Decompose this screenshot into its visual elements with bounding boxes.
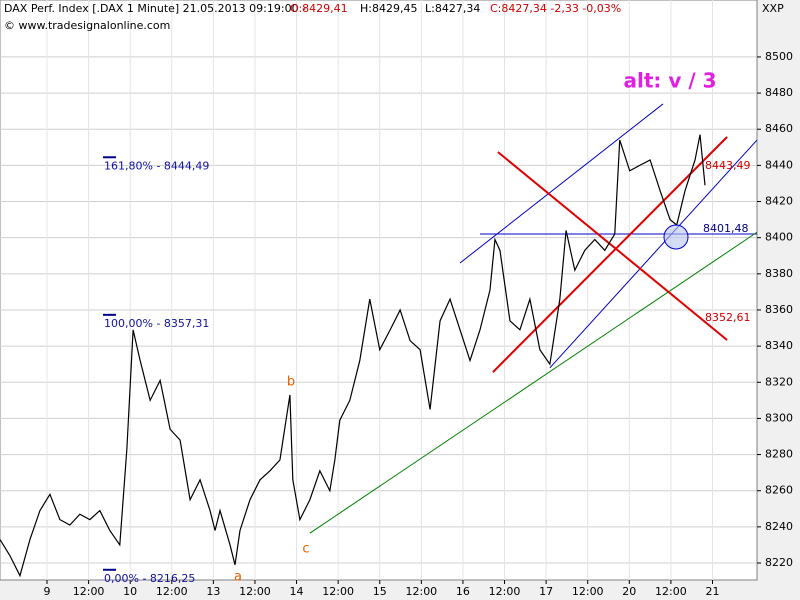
fib-label: 100,00% - 8357,31: [104, 317, 209, 330]
price-line: [0, 134, 706, 578]
wave-label: c: [302, 542, 309, 557]
x-tick-label: 16: [456, 585, 470, 598]
wave-label: a: [234, 570, 242, 585]
chart-title: DAX Perf. Index [.DAX 1 Minute] 21.05.20…: [4, 2, 306, 15]
annotation: alt: v / 3: [623, 69, 716, 93]
y-tick-label: 8260: [765, 484, 793, 497]
x-tick-label: 13: [206, 585, 220, 598]
x-tick-label: 12:00: [239, 585, 271, 598]
y-tick-label: 8360: [765, 303, 793, 316]
x-tick-label: 12:00: [655, 585, 687, 598]
x-tick-label: 21: [705, 585, 719, 598]
x-tick-label: 14: [290, 585, 304, 598]
highlight-circle: [663, 224, 689, 250]
x-tick-label: 17: [539, 585, 553, 598]
y-tick-label: 8460: [765, 122, 793, 135]
x-tick-label: 12:00: [489, 585, 521, 598]
x-tick-label: 10: [123, 585, 137, 598]
y-tick-label: 8480: [765, 86, 793, 99]
y-tick-label: 8280: [765, 448, 793, 461]
trendline: [459, 103, 664, 264]
fib-label: 161,80% - 8444,49: [104, 159, 209, 172]
y-tick-label: 8440: [765, 158, 793, 171]
x-tick-label: 12:00: [73, 585, 105, 598]
x-tick-label: 9: [44, 585, 51, 598]
plot-area: [0, 0, 758, 581]
quote-open: O:8429,41: [290, 2, 348, 15]
trendline: [492, 136, 728, 373]
x-tick-label: 12:00: [405, 585, 437, 598]
x-tick-label: 12:00: [322, 585, 354, 598]
level-label: 8443,49: [705, 159, 751, 172]
trendline: [497, 151, 728, 341]
quote-close: C:8427,34 -2,33 -0,03%: [490, 2, 621, 15]
axis-name: XXP: [762, 2, 784, 15]
level-label: 8401,48: [703, 222, 749, 235]
level-label: 8352,61: [705, 311, 751, 324]
trendline: [309, 231, 758, 534]
wave-label: b: [287, 375, 295, 390]
x-tick-label: 15: [373, 585, 387, 598]
quote-low: L:8427,34: [425, 2, 480, 15]
y-tick-label: 8500: [765, 50, 793, 63]
y-tick-label: 8320: [765, 375, 793, 388]
chart-subtitle: © www.tradesignalonline.com: [4, 19, 170, 32]
y-tick-label: 8300: [765, 411, 793, 424]
y-tick-label: 8380: [765, 267, 793, 280]
fib-label: 0,00% - 8216,25: [104, 572, 195, 585]
x-tick-label: 12:00: [572, 585, 604, 598]
y-tick-label: 8420: [765, 195, 793, 208]
trendline: [549, 139, 758, 369]
y-tick-label: 8400: [765, 231, 793, 244]
y-tick-label: 8240: [765, 520, 793, 533]
x-tick-label: 20: [622, 585, 636, 598]
quote-high: H:8429,45: [360, 2, 417, 15]
x-tick-label: 12:00: [156, 585, 188, 598]
y-tick-label: 8340: [765, 339, 793, 352]
y-tick-label: 8220: [765, 556, 793, 569]
